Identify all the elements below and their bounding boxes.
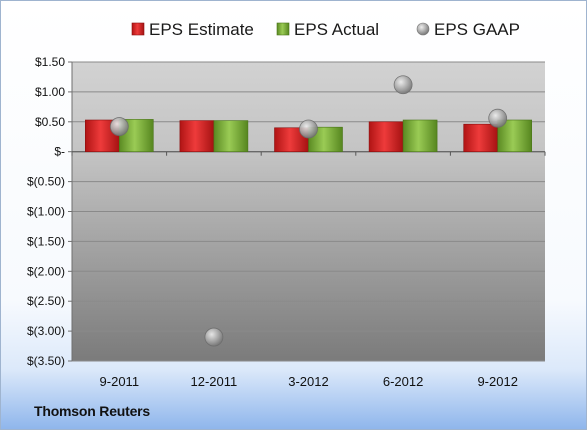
y-tick-label: $1.00 <box>35 85 65 99</box>
eps-gaap-point <box>393 75 413 95</box>
eps-estimate-bar <box>463 123 499 153</box>
y-tick-label: $(1.50) <box>27 234 65 248</box>
eps-actual-bar <box>402 119 438 152</box>
legend-item-eps-actual: EPS Actual <box>276 20 379 39</box>
legend-marker-eps-gaap <box>416 22 430 36</box>
x-category-label: 12-2011 <box>191 374 238 389</box>
source-label: Thomson Reuters <box>34 403 151 419</box>
y-tick-label: $(1.00) <box>27 205 65 219</box>
y-tick-label: $0.50 <box>35 115 65 129</box>
x-category-label: 3-2012 <box>288 374 328 389</box>
x-category-label: 6-2012 <box>383 374 423 389</box>
x-category-label: 9-2012 <box>477 374 517 389</box>
y-tick-label: $(3.50) <box>27 354 65 368</box>
y-tick-label: $(2.50) <box>27 294 65 308</box>
y-tick-label: $1.50 <box>35 55 65 69</box>
eps-gaap-point <box>204 327 224 347</box>
legend-label: EPS GAAP <box>434 20 520 39</box>
eps-gaap-point <box>109 117 129 136</box>
x-category-label: 9-2011 <box>100 374 140 389</box>
eps-gaap-point <box>488 108 508 128</box>
eps-gaap-point <box>299 119 318 139</box>
legend-label: EPS Estimate <box>149 20 254 39</box>
eps-estimate-bar <box>368 121 404 153</box>
y-tick-label: $(0.50) <box>27 175 65 189</box>
eps-estimate-bar <box>179 120 215 152</box>
eps-actual-bar <box>213 120 249 152</box>
y-tick-label: $- <box>54 145 65 159</box>
legend-item-eps-estimate: EPS Estimate <box>131 20 254 39</box>
y-tick-label: $(2.00) <box>27 264 65 278</box>
legend-swatch-eps-actual <box>276 22 290 36</box>
legend-item-eps-gaap: EPS GAAP <box>416 20 520 39</box>
y-tick-label: $(3.00) <box>27 324 65 338</box>
legend-label: EPS Actual <box>294 20 379 39</box>
legend-swatch-eps-estimate <box>131 22 145 36</box>
